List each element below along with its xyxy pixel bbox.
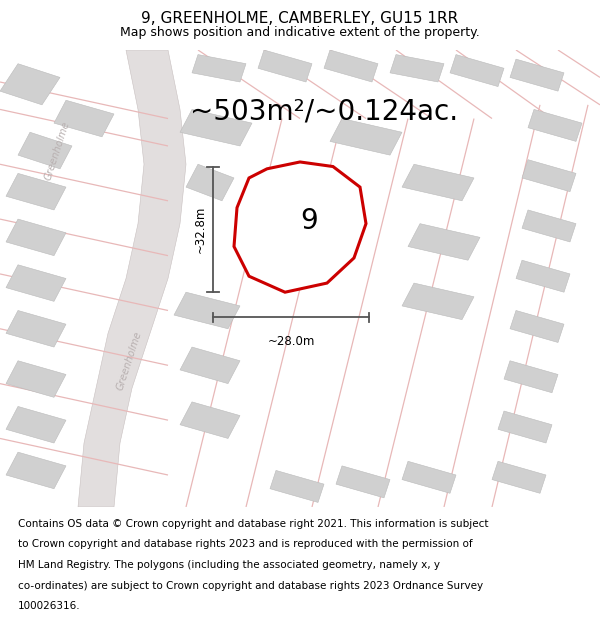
Text: 100026316.: 100026316. [18, 601, 80, 611]
Polygon shape [258, 50, 312, 82]
Text: to Crown copyright and database rights 2023 and is reproduced with the permissio: to Crown copyright and database rights 2… [18, 539, 473, 549]
Polygon shape [492, 461, 546, 493]
Polygon shape [390, 54, 444, 82]
Polygon shape [6, 361, 66, 398]
Polygon shape [504, 361, 558, 392]
Polygon shape [510, 59, 564, 91]
Polygon shape [180, 402, 240, 439]
Polygon shape [408, 224, 480, 260]
Polygon shape [402, 283, 474, 319]
Polygon shape [336, 466, 390, 498]
Text: ~28.0m: ~28.0m [268, 335, 314, 348]
Polygon shape [186, 164, 234, 201]
Text: Map shows position and indicative extent of the property.: Map shows position and indicative extent… [120, 26, 480, 39]
Polygon shape [522, 210, 576, 242]
Polygon shape [528, 109, 582, 141]
Text: 9: 9 [300, 207, 317, 235]
Text: co-ordinates) are subject to Crown copyright and database rights 2023 Ordnance S: co-ordinates) are subject to Crown copyr… [18, 581, 483, 591]
Polygon shape [18, 132, 72, 169]
Polygon shape [330, 119, 402, 155]
Polygon shape [402, 164, 474, 201]
Polygon shape [6, 219, 66, 256]
Polygon shape [6, 311, 66, 347]
Polygon shape [402, 461, 456, 493]
Polygon shape [192, 54, 246, 82]
Polygon shape [78, 50, 186, 507]
Polygon shape [6, 406, 66, 443]
Polygon shape [0, 64, 60, 105]
Polygon shape [522, 159, 576, 192]
Polygon shape [174, 292, 240, 329]
Polygon shape [450, 54, 504, 86]
Polygon shape [180, 109, 252, 146]
Polygon shape [510, 311, 564, 342]
Polygon shape [54, 100, 114, 137]
Text: Greenholme: Greenholme [43, 120, 71, 181]
Text: Greenholme: Greenholme [115, 330, 143, 392]
Polygon shape [180, 347, 240, 384]
Polygon shape [324, 50, 378, 82]
Polygon shape [516, 260, 570, 292]
Text: 9, GREENHOLME, CAMBERLEY, GU15 1RR: 9, GREENHOLME, CAMBERLEY, GU15 1RR [142, 11, 458, 26]
Text: ~32.8m: ~32.8m [193, 206, 206, 253]
Text: Contains OS data © Crown copyright and database right 2021. This information is : Contains OS data © Crown copyright and d… [18, 519, 488, 529]
Polygon shape [6, 173, 66, 210]
Polygon shape [270, 471, 324, 502]
Text: HM Land Registry. The polygons (including the associated geometry, namely x, y: HM Land Registry. The polygons (includin… [18, 560, 440, 570]
Polygon shape [234, 162, 366, 292]
Polygon shape [6, 452, 66, 489]
Polygon shape [6, 265, 66, 301]
Polygon shape [498, 411, 552, 443]
Text: ~503m²/~0.124ac.: ~503m²/~0.124ac. [190, 98, 458, 126]
